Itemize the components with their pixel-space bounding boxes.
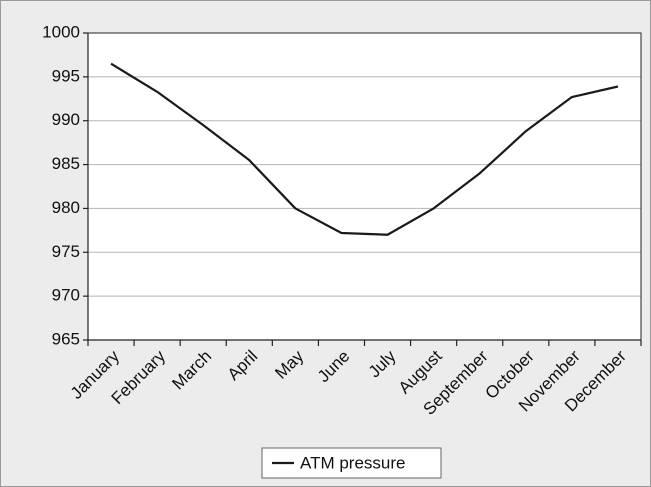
y-tick-label: 980	[52, 198, 80, 217]
y-tick-label: 970	[52, 286, 80, 305]
y-tick-label: 975	[52, 242, 80, 261]
y-tick-label: 995	[52, 66, 80, 85]
y-tick-label: 990	[52, 110, 80, 129]
y-tick-label: 965	[52, 329, 80, 348]
legend-label: ATM pressure	[300, 453, 406, 472]
plot-area	[88, 33, 641, 340]
y-tick-label: 985	[52, 154, 80, 173]
y-tick-label: 1000	[42, 22, 80, 41]
line	[110, 62, 619, 236]
